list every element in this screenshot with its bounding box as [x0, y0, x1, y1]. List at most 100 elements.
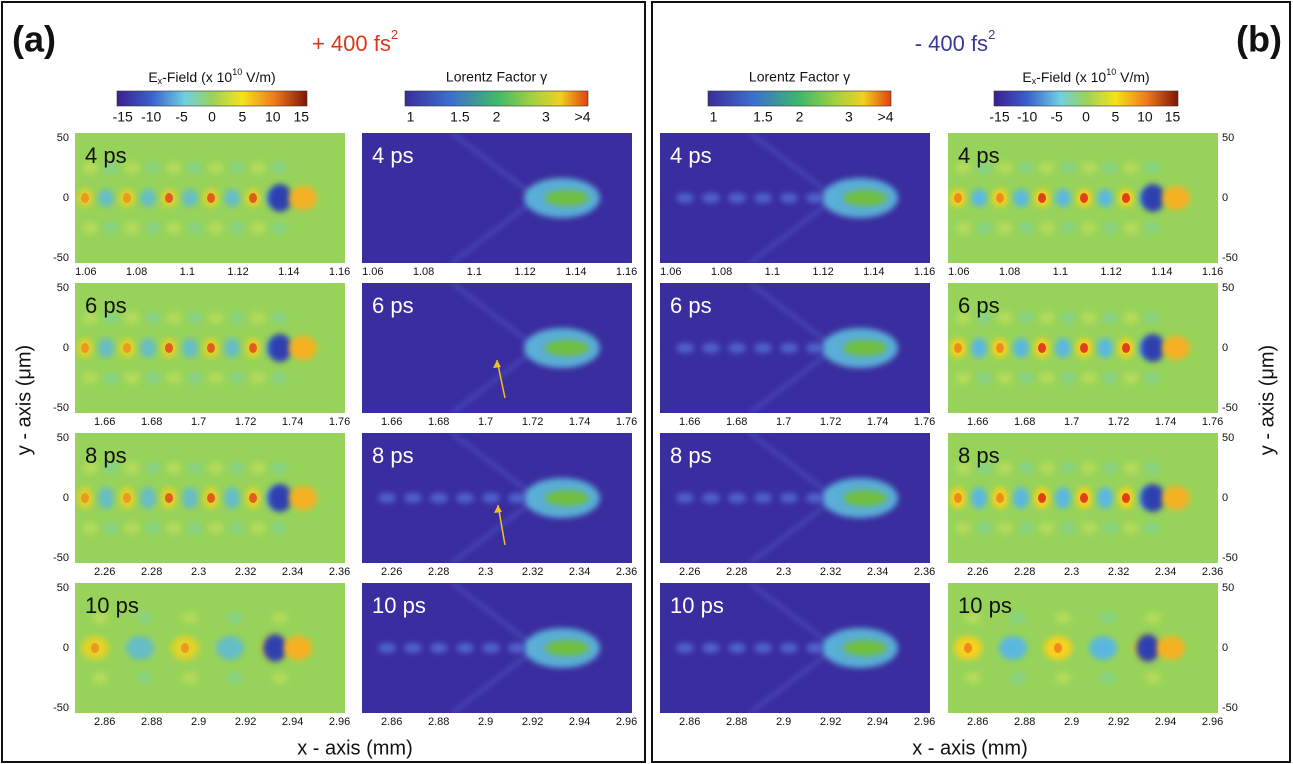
field-side: [1018, 372, 1034, 384]
time-label: 6 ps: [670, 293, 712, 318]
x-tick-label: 1.16: [616, 266, 637, 278]
field-side: [208, 372, 224, 384]
field-side: [166, 462, 182, 474]
x-tick-label: 1.14: [863, 266, 884, 278]
field-side: [1100, 672, 1116, 684]
field-side: [145, 372, 161, 384]
field-side: [1060, 222, 1076, 234]
field-side: [955, 372, 971, 384]
field-side: [997, 372, 1013, 384]
time-label: 4 ps: [372, 143, 414, 168]
field-side: [271, 462, 287, 474]
x-tick-label: 1.68: [1014, 416, 1035, 428]
field-side: [145, 222, 161, 234]
field-side: [1060, 522, 1076, 534]
field-core: [81, 493, 89, 503]
field-side: [271, 372, 287, 384]
x-tick-label: 2.32: [820, 566, 841, 578]
x-tick-label: 1.14: [565, 266, 586, 278]
x-tick-label: 2.96: [1202, 716, 1223, 728]
x-tick-label: 1.16: [1202, 266, 1223, 278]
trailing-bucket: [728, 493, 746, 503]
electron-core: [545, 490, 589, 506]
colorbar-tick-label: 10: [265, 109, 281, 125]
colorbar-label: Lorentz Factor γ: [446, 69, 547, 85]
field-side: [1018, 522, 1034, 534]
field-side: [1123, 162, 1139, 174]
field-core: [207, 343, 215, 353]
x-tick-label: 2.26: [381, 566, 402, 578]
x-tick-label: 2.26: [94, 566, 115, 578]
y-tick-label: 50: [57, 582, 69, 594]
field-side: [955, 222, 971, 234]
x-tick-label: 1.06: [948, 266, 969, 278]
x-tick-label: 2.94: [867, 716, 888, 728]
x-tick-label: 2.9: [776, 716, 791, 728]
trailing-bucket: [676, 643, 694, 653]
field-side: [145, 522, 161, 534]
x-tick-label: 1.1: [765, 266, 780, 278]
field-side: [997, 222, 1013, 234]
colorbar-tick-label: >4: [878, 109, 894, 125]
field-side: [187, 462, 203, 474]
time-label: 8 ps: [372, 443, 414, 468]
field-front: [1141, 334, 1165, 362]
field-side: [955, 522, 971, 534]
electron-core: [545, 340, 589, 356]
field-side: [1145, 612, 1161, 624]
trailing-bucket: [508, 493, 526, 503]
trailing-bucket: [430, 493, 448, 503]
field-lobe: [126, 636, 154, 660]
panel-label: (b): [1236, 19, 1282, 60]
trailing-bucket: [404, 493, 422, 503]
x-tick-label: 1.16: [914, 266, 935, 278]
field-side: [271, 162, 287, 174]
field-side: [250, 312, 266, 324]
trailing-bucket: [806, 643, 824, 653]
colorbar-tick-label: 3: [845, 109, 853, 125]
field-side: [103, 222, 119, 234]
time-label: 6 ps: [958, 293, 1000, 318]
trailing-bucket: [754, 643, 772, 653]
trailing-bucket: [780, 343, 798, 353]
field-lobe: [1013, 189, 1029, 207]
time-label: 8 ps: [958, 443, 1000, 468]
field-lobe: [1097, 338, 1113, 358]
field-side: [1010, 612, 1026, 624]
field-core: [123, 193, 131, 203]
field-core: [1080, 493, 1088, 503]
field-side: [137, 612, 153, 624]
field-side: [103, 522, 119, 534]
field-core: [996, 343, 1004, 353]
title-text: + 400 fs: [312, 31, 391, 56]
x-tick-label: 1.12: [514, 266, 535, 278]
field-lobe: [224, 487, 240, 509]
colorbar-tick-label: 1.5: [450, 109, 470, 125]
field-lobe: [216, 636, 244, 660]
x-tick-label: 2.3: [776, 566, 791, 578]
trailing-bucket: [404, 643, 422, 653]
field-side: [1102, 222, 1118, 234]
field-side: [229, 522, 245, 534]
field-core: [1122, 193, 1130, 203]
y-tick-label: 0: [1222, 642, 1228, 654]
time-label: 4 ps: [670, 143, 712, 168]
field-front: [1141, 184, 1165, 212]
label-part: V/m): [242, 69, 275, 85]
field-front: [268, 334, 292, 362]
x-tick-label: 1.08: [126, 266, 147, 278]
time-label: 6 ps: [85, 293, 127, 318]
field-side: [92, 672, 108, 684]
field-lobe: [98, 487, 114, 509]
field-side: [271, 522, 287, 534]
x-tick-label: 1.74: [569, 416, 590, 428]
field-side: [1144, 522, 1160, 534]
y-tick-label: 0: [63, 342, 69, 354]
y-tick-label: 0: [1222, 192, 1228, 204]
title-sup: 2: [391, 27, 398, 42]
x-tick-label: 2.96: [914, 716, 935, 728]
x-tick-label: 1.14: [278, 266, 299, 278]
x-tick-label: 2.92: [820, 716, 841, 728]
colorbar: [708, 91, 891, 106]
x-tick-label: 1.66: [679, 416, 700, 428]
